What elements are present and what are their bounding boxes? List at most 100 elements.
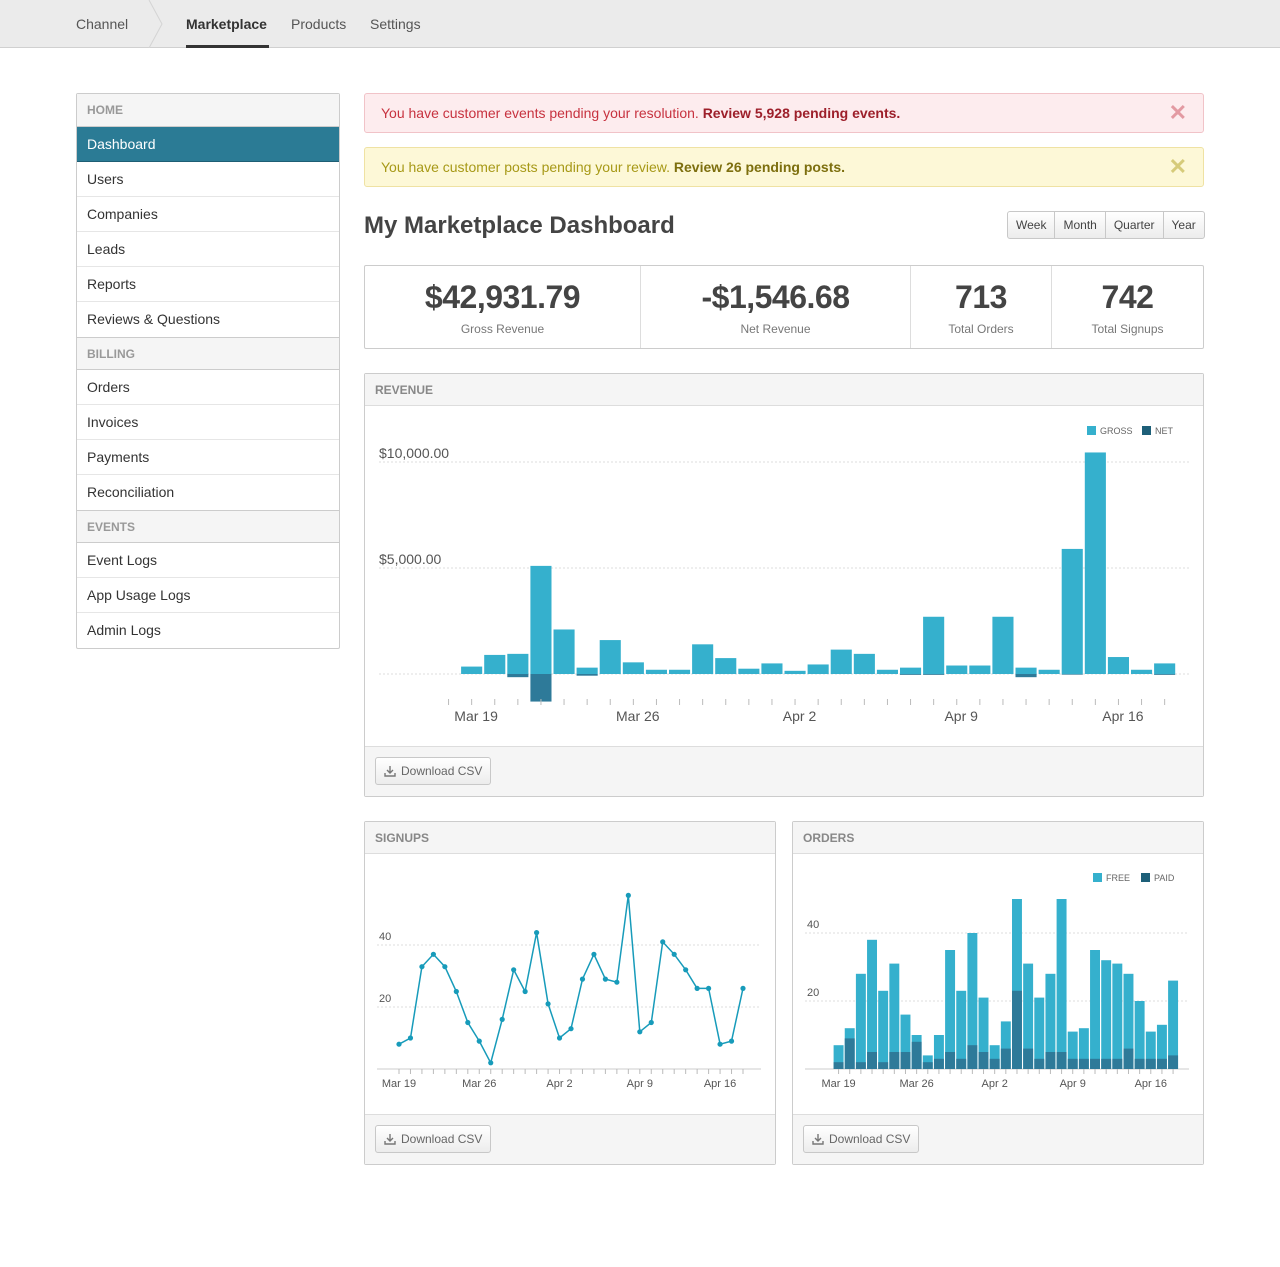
bar-free — [967, 933, 978, 1069]
bar-gross — [692, 644, 714, 674]
bar-free — [1034, 997, 1045, 1069]
bar-free — [922, 1055, 933, 1069]
nav-marketplace[interactable]: Marketplace — [186, 16, 267, 32]
bar-free — [1078, 1028, 1089, 1069]
bar-free — [1145, 1031, 1156, 1069]
bar-free — [1023, 963, 1034, 1069]
close-icon[interactable]: ✕ — [1168, 100, 1187, 125]
y-tick-label: 40 — [807, 919, 819, 931]
stat-net-revenue: -$1,546.68 Net Revenue — [641, 266, 911, 348]
orders-chart: 20 40 FREE PAID Mar 19 Mar 26 Apr 2 Apr 9 Apr 16 — [805, 873, 1189, 1090]
x-tick-label: Mar 19 — [382, 1078, 416, 1090]
bar-gross — [461, 666, 483, 674]
top-navbar: Channel Marketplace Products Settings — [0, 0, 1280, 48]
sidebar-item-leads[interactable]: Leads — [77, 232, 339, 267]
bar-gross — [853, 653, 875, 674]
period-week-button[interactable]: Week — [1008, 212, 1056, 238]
sidebar-item-companies[interactable]: Companies — [77, 197, 339, 232]
bar-free — [1045, 973, 1056, 1069]
alert-pending-posts: You have customer posts pending your rev… — [364, 147, 1204, 187]
bar-paid — [1078, 1058, 1089, 1069]
orders-download-csv-button[interactable]: Download CSV — [803, 1125, 920, 1153]
revenue-panel-footer: Download CSV — [365, 746, 1203, 796]
sidebar-item-reports[interactable]: Reports — [77, 267, 339, 302]
alert-events-link[interactable]: Review 5,928 pending events. — [702, 105, 901, 121]
revenue-download-csv-button[interactable]: Download CSV — [375, 757, 492, 785]
signups-point — [625, 892, 631, 898]
sidebar: HOME Dashboard Users Companies Leads Rep… — [76, 93, 340, 649]
bar-paid — [1156, 1058, 1167, 1069]
signups-point — [740, 985, 746, 991]
bar-free — [855, 973, 866, 1069]
signups-download-csv-button[interactable]: Download CSV — [375, 1125, 492, 1153]
bar-paid — [922, 1062, 933, 1069]
signups-point — [637, 1029, 643, 1035]
period-month-button[interactable]: Month — [1055, 212, 1106, 238]
bar-free — [945, 950, 956, 1069]
bar-net — [507, 674, 529, 678]
sidebar-item-invoices[interactable]: Invoices — [77, 405, 339, 440]
alert-posts-link[interactable]: Review 26 pending posts. — [673, 159, 846, 175]
sidebar-item-users[interactable]: Users — [77, 162, 339, 197]
signups-chart: 20 40 Mar 19 Mar 26 Apr 2 Apr 9 Apr 16 — [377, 892, 761, 1090]
sidebar-item-event-logs[interactable]: Event Logs — [77, 543, 339, 578]
bar-free — [1012, 899, 1022, 1069]
x-tick-label: Mar 26 — [616, 708, 660, 724]
bar-free — [1056, 899, 1067, 1069]
stat-value: -$1,546.68 — [701, 279, 850, 315]
orders-panel-title: ORDERS — [793, 822, 1203, 854]
active-nav-indicator — [186, 45, 269, 48]
x-tick-label: Apr 2 — [546, 1078, 572, 1090]
bar-paid — [1034, 1058, 1045, 1069]
sidebar-header-events: EVENTS — [77, 510, 339, 543]
signups-point — [602, 976, 608, 982]
close-icon[interactable]: ✕ — [1168, 154, 1187, 179]
period-quarter-button[interactable]: Quarter — [1106, 212, 1164, 238]
period-year-button[interactable]: Year — [1171, 218, 1196, 232]
bar-gross — [738, 668, 760, 674]
stat-label: Gross Revenue — [460, 322, 545, 336]
sidebar-item-reconciliation[interactable]: Reconciliation — [87, 484, 175, 500]
sidebar-item-admin-logs[interactable]: Admin Logs — [87, 622, 161, 638]
sidebar-item-payments[interactable]: Payments — [77, 440, 339, 475]
download-icon — [384, 1134, 396, 1145]
bar-paid — [900, 1052, 911, 1069]
bar-free — [1156, 1024, 1167, 1069]
x-tick-label: Mar 19 — [454, 708, 498, 724]
bar-gross — [1131, 669, 1153, 674]
bar-gross — [900, 667, 922, 674]
signups-point — [430, 951, 436, 957]
legend-swatch — [1093, 873, 1102, 882]
nav-settings[interactable]: Settings — [370, 16, 421, 32]
bar-paid — [855, 1062, 866, 1069]
stat-value: 742 — [1101, 279, 1154, 315]
signups-point — [579, 976, 586, 982]
bar-gross — [761, 663, 783, 674]
signups-point — [706, 985, 712, 991]
revenue-panel: REVENUE $10,000.00 $5,000.00 GROSS NET Mar 1… — [364, 373, 1204, 797]
nav-products[interactable]: Products — [291, 16, 347, 32]
bar-gross — [1154, 663, 1176, 674]
sidebar-item-dashboard[interactable]: Dashboard — [77, 127, 339, 162]
stats-summary: $42,931.79 Gross Revenue -$1,546.68 Net … — [364, 265, 1204, 349]
bar-free — [1067, 1031, 1078, 1069]
bar-paid — [1134, 1058, 1145, 1069]
bar-paid — [978, 1052, 989, 1069]
sidebar-item-orders[interactable]: Orders — [77, 370, 339, 405]
bar-net — [900, 674, 922, 675]
signups-point — [476, 1038, 482, 1044]
bar-free — [956, 990, 967, 1069]
bar-net — [1061, 674, 1083, 675]
stat-label: Total Orders — [948, 322, 1014, 336]
bar-paid — [1145, 1058, 1156, 1069]
x-tick-label: Apr 16 — [1102, 708, 1143, 724]
nav-channel[interactable]: Channel — [76, 16, 129, 32]
y-tick-label: $5,000.00 — [379, 551, 441, 567]
signups-point — [545, 1001, 551, 1007]
bar-gross — [715, 658, 737, 674]
sidebar-item-app-usage-logs[interactable]: App Usage Logs — [77, 578, 339, 613]
sidebar-item-reviews-questions[interactable]: Reviews & Questions — [87, 311, 221, 327]
bar-paid — [1101, 1058, 1112, 1069]
bar-free — [1123, 973, 1134, 1069]
signups-line — [398, 895, 744, 1065]
